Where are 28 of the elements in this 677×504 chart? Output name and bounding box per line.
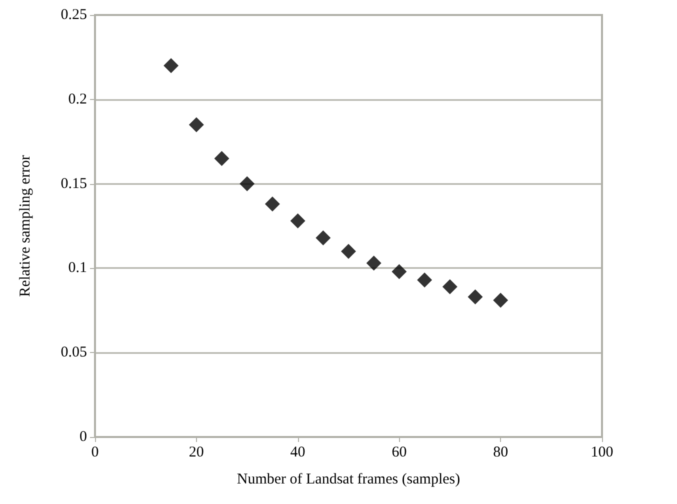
point: [341, 244, 356, 259]
point: [366, 256, 382, 271]
x-tick-label: 40: [290, 444, 306, 460]
point: [264, 196, 280, 212]
y-tick-label: 0.2: [68, 91, 87, 108]
point: [214, 150, 230, 166]
point: [392, 264, 407, 280]
point: [316, 230, 331, 246]
point: [468, 289, 483, 304]
y-tick-label: 0.1: [68, 260, 87, 276]
point: [240, 176, 255, 192]
point: [493, 292, 508, 308]
y-tick-label: 0.05: [60, 344, 87, 361]
y-tick-label: 0.25: [60, 7, 87, 23]
x-axis-title: Number of Landsat frames (samples): [236, 472, 460, 488]
point: [164, 58, 179, 74]
y-tick-label: 0: [80, 429, 87, 445]
x-tick-label: 80: [493, 444, 508, 460]
point: [290, 213, 306, 228]
y-tick-label: 0.15: [60, 176, 87, 192]
point: [188, 117, 204, 132]
point: [442, 279, 458, 294]
x-tick-label: 0: [91, 444, 99, 460]
y-axis-title: Relative sampling error: [18, 155, 34, 297]
point: [417, 272, 432, 288]
x-tick-label: 20: [188, 444, 204, 460]
x-tick-label: 60: [392, 444, 407, 460]
x-tick-label: 100: [590, 444, 614, 460]
